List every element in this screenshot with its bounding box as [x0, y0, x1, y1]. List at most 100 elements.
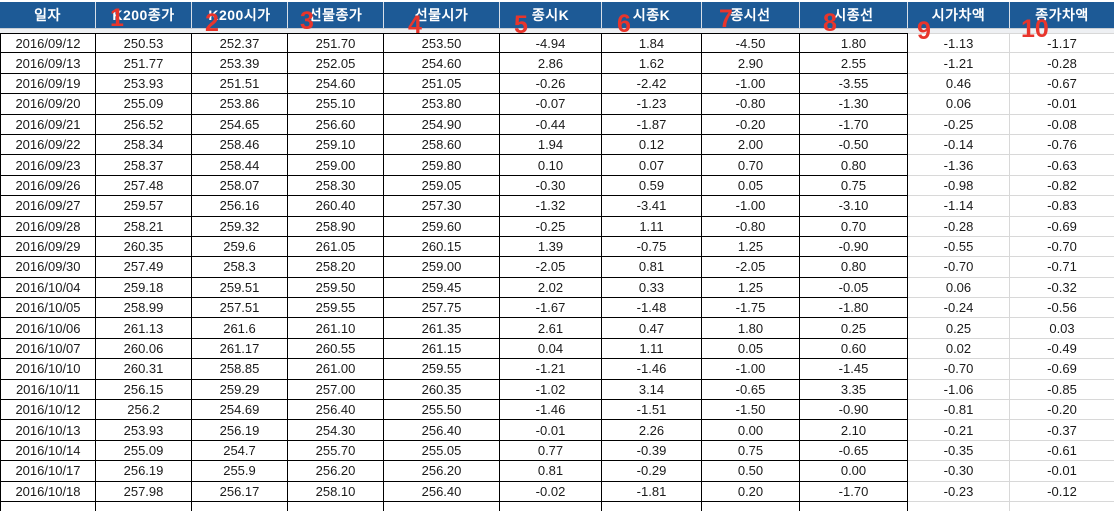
- value-cell[interactable]: -2.42: [602, 73, 702, 95]
- value-cell[interactable]: 1.25: [702, 236, 800, 258]
- value-cell[interactable]: -1.51: [602, 400, 702, 421]
- value-cell[interactable]: 261.6: [192, 318, 288, 339]
- date-cell[interactable]: 2016/10/14: [0, 440, 96, 462]
- value-cell[interactable]: 0.05: [702, 175, 800, 197]
- value-cell[interactable]: 1.80: [702, 318, 800, 339]
- value-cell[interactable]: -0.26: [500, 73, 602, 95]
- value-cell[interactable]: -1.32: [500, 196, 602, 217]
- value-cell[interactable]: -0.21: [908, 420, 1010, 441]
- value-cell[interactable]: 2.00: [702, 134, 800, 156]
- value-cell[interactable]: 257.75: [384, 298, 500, 319]
- value-cell[interactable]: 253.93: [96, 73, 192, 95]
- value-cell[interactable]: 251.51: [192, 73, 288, 95]
- date-cell[interactable]: 2016/09/22: [0, 134, 96, 156]
- column-header-4[interactable]: 선물종가: [288, 2, 384, 28]
- value-cell[interactable]: 258.10: [288, 481, 384, 502]
- value-cell[interactable]: 2.10: [800, 420, 908, 441]
- column-header-6[interactable]: 종시K: [500, 2, 602, 28]
- value-cell[interactable]: 258.37: [96, 155, 192, 176]
- value-cell[interactable]: -0.23: [908, 481, 1010, 502]
- value-cell[interactable]: 0.06: [908, 277, 1010, 299]
- value-cell[interactable]: 259.60: [384, 216, 500, 237]
- value-cell[interactable]: 257.30: [384, 196, 500, 217]
- value-cell[interactable]: 0.00: [702, 420, 800, 441]
- value-cell[interactable]: 254.60: [288, 73, 384, 95]
- value-cell[interactable]: -1.21: [908, 53, 1010, 74]
- value-cell[interactable]: 260.55: [288, 338, 384, 360]
- value-cell[interactable]: -0.28: [908, 216, 1010, 237]
- value-cell[interactable]: 256.19: [96, 461, 192, 482]
- date-cell[interactable]: 2016/09/29: [0, 236, 96, 258]
- value-cell[interactable]: -0.12: [1010, 481, 1114, 502]
- value-cell[interactable]: -0.14: [908, 134, 1010, 156]
- value-cell[interactable]: 259.10: [288, 134, 384, 156]
- value-cell[interactable]: 0.75: [800, 175, 908, 197]
- date-cell[interactable]: 2016/09/23: [0, 155, 96, 176]
- value-cell[interactable]: 261.35: [384, 318, 500, 339]
- value-cell[interactable]: 0.02: [908, 338, 1010, 360]
- value-cell[interactable]: 260.35: [384, 379, 500, 401]
- value-cell[interactable]: 2.90: [702, 53, 800, 74]
- value-cell[interactable]: 254.69: [192, 400, 288, 421]
- value-cell[interactable]: 0.59: [602, 175, 702, 197]
- value-cell[interactable]: 0.75: [702, 440, 800, 462]
- value-cell[interactable]: -1.46: [602, 359, 702, 380]
- value-cell[interactable]: -0.55: [908, 236, 1010, 258]
- value-cell[interactable]: -0.20: [1010, 400, 1114, 421]
- value-cell[interactable]: 253.50: [384, 33, 500, 54]
- value-cell[interactable]: 3.14: [602, 379, 702, 401]
- value-cell[interactable]: -1.70: [800, 481, 908, 502]
- value-cell[interactable]: 255.09: [96, 94, 192, 115]
- value-cell[interactable]: 255.70: [288, 440, 384, 462]
- value-cell[interactable]: 0.25: [908, 318, 1010, 339]
- value-cell[interactable]: -0.25: [908, 114, 1010, 135]
- value-cell[interactable]: -0.05: [800, 277, 908, 299]
- value-cell[interactable]: 259.18: [96, 277, 192, 299]
- value-cell[interactable]: -1.21: [500, 359, 602, 380]
- value-cell[interactable]: 258.34: [96, 134, 192, 156]
- value-cell[interactable]: -0.61: [1010, 440, 1114, 462]
- value-cell[interactable]: 261.10: [288, 318, 384, 339]
- value-cell[interactable]: 256.2: [96, 400, 192, 421]
- value-cell[interactable]: 0.03: [1010, 318, 1114, 339]
- value-cell[interactable]: 255.9: [192, 461, 288, 482]
- value-cell[interactable]: 256.40: [384, 420, 500, 441]
- column-header-10[interactable]: 시가차액: [908, 2, 1010, 28]
- value-cell[interactable]: -0.98: [908, 175, 1010, 197]
- value-cell[interactable]: 256.20: [384, 461, 500, 482]
- value-cell[interactable]: -3.10: [800, 196, 908, 217]
- value-cell[interactable]: -0.83: [1010, 196, 1114, 217]
- value-cell[interactable]: 0.07: [602, 155, 702, 176]
- value-cell[interactable]: 253.93: [96, 420, 192, 441]
- value-cell[interactable]: 0.81: [500, 461, 602, 482]
- value-cell[interactable]: [192, 501, 288, 511]
- value-cell[interactable]: -1.75: [702, 298, 800, 319]
- value-cell[interactable]: -0.71: [1010, 257, 1114, 278]
- value-cell[interactable]: -0.39: [602, 440, 702, 462]
- value-cell[interactable]: [500, 501, 602, 511]
- value-cell[interactable]: [908, 501, 1010, 511]
- value-cell[interactable]: -0.85: [1010, 379, 1114, 401]
- value-cell[interactable]: 255.10: [288, 94, 384, 115]
- date-cell[interactable]: 2016/10/17: [0, 461, 96, 482]
- value-cell[interactable]: 259.05: [384, 175, 500, 197]
- value-cell[interactable]: 257.49: [96, 257, 192, 278]
- date-cell[interactable]: 2016/10/10: [0, 359, 96, 380]
- value-cell[interactable]: 251.77: [96, 53, 192, 74]
- value-cell[interactable]: -1.30: [800, 94, 908, 115]
- column-header-3[interactable]: K200시가: [192, 2, 288, 28]
- value-cell[interactable]: 1.62: [602, 53, 702, 74]
- value-cell[interactable]: 0.33: [602, 277, 702, 299]
- value-cell[interactable]: 1.84: [602, 33, 702, 54]
- value-cell[interactable]: -0.30: [908, 461, 1010, 482]
- value-cell[interactable]: -1.87: [602, 114, 702, 135]
- value-cell[interactable]: 260.15: [384, 236, 500, 258]
- value-cell[interactable]: 0.50: [702, 461, 800, 482]
- date-cell[interactable]: 2016/10/18: [0, 481, 96, 502]
- value-cell[interactable]: -0.67: [1010, 73, 1114, 95]
- value-cell[interactable]: 2.61: [500, 318, 602, 339]
- date-cell[interactable]: [0, 501, 96, 511]
- value-cell[interactable]: -1.81: [602, 481, 702, 502]
- value-cell[interactable]: 2.26: [602, 420, 702, 441]
- value-cell[interactable]: 259.55: [288, 298, 384, 319]
